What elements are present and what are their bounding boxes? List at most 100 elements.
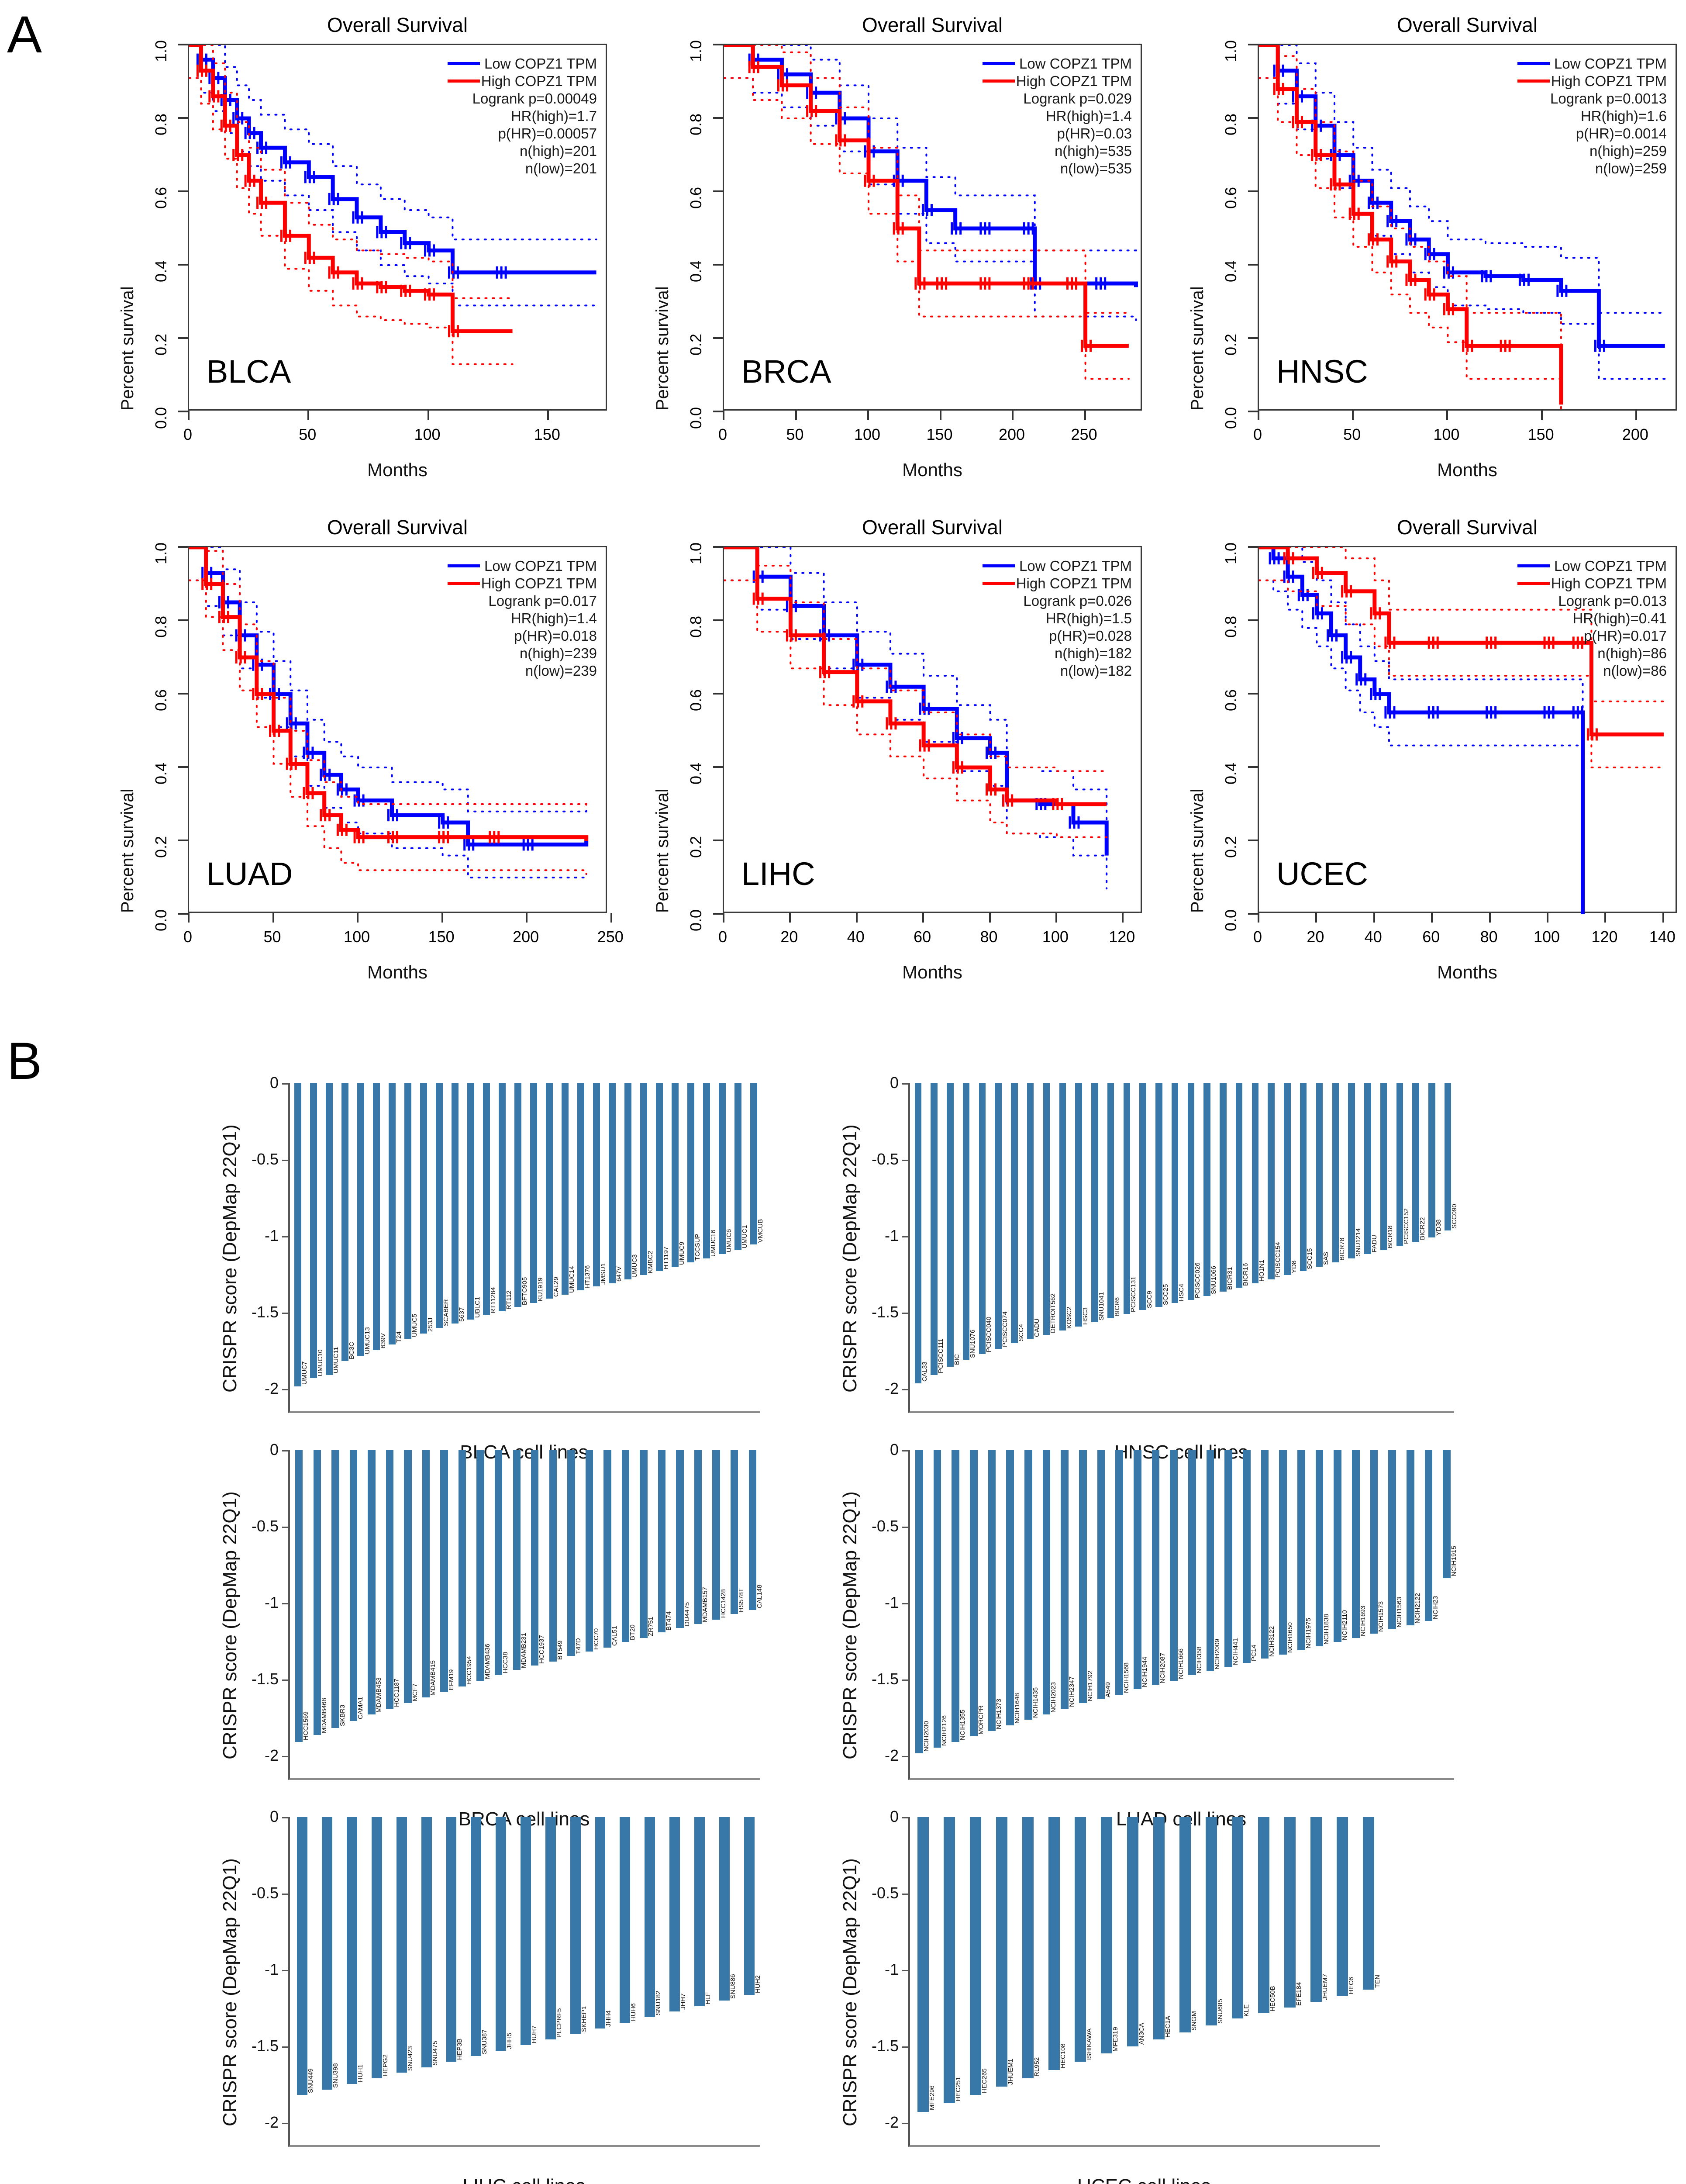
crispr-cell-line-label: SNU685	[1216, 1999, 1224, 2024]
crispr-bar	[331, 1450, 339, 1728]
crispr-bar	[1134, 1450, 1141, 1690]
crispr-cell-line-label: HEC251	[954, 2077, 962, 2102]
crispr-cell-line-label: HCC1954	[465, 1656, 473, 1685]
crispr-cell-line-label: SKBR3	[338, 1705, 346, 1727]
km-curve-high	[1259, 45, 1563, 405]
crispr-bar	[915, 1450, 923, 1753]
km-y-tick: 0.8	[687, 113, 705, 135]
crispr-bar	[514, 1083, 521, 1307]
crispr-bar	[1443, 1450, 1451, 1578]
crispr-cell-line-label: BT474	[665, 1611, 673, 1631]
km-x-tick-label: 80	[980, 928, 998, 946]
crispr-cell-line-label: HSC3	[1081, 1307, 1089, 1325]
km-confidence-band	[189, 45, 514, 299]
crispr-bar	[1363, 1817, 1374, 1990]
crispr-bar	[585, 1450, 593, 1652]
crispr-bar	[1024, 1450, 1032, 1720]
crispr-y-tick-label: 0	[269, 1441, 279, 1458]
crispr-bar	[1284, 1817, 1296, 2008]
crispr-bar	[609, 1083, 616, 1284]
crispr-cell-line-label: BFTC905	[521, 1277, 528, 1306]
crispr-cell-line-label: ISHIKAWA	[1085, 2028, 1093, 2060]
km-confidence-band	[724, 77, 1130, 380]
crispr-bar	[1407, 1450, 1414, 1625]
km-curves	[1259, 45, 1666, 412]
crispr-bar	[422, 1450, 430, 1698]
km-legend-row-low: Low COPZ1 TPM	[1462, 55, 1667, 72]
km-y-tick: 0.4	[152, 762, 170, 784]
km-legend-high-label: High COPZ1 TPM	[1551, 575, 1667, 591]
km-confidence-band	[724, 547, 1108, 772]
km-y-tick-mark	[178, 546, 188, 548]
crispr-cell-line-label: SNU449	[307, 2068, 315, 2094]
crispr-y-tick-label: -0.5	[251, 1517, 279, 1535]
km-y-axis-label: Percent survival	[118, 286, 137, 411]
crispr-bar	[694, 1450, 702, 1624]
crispr-bar	[621, 1450, 630, 1642]
km-y-tick-mark	[1248, 190, 1258, 192]
crispr-cell-line-label: SNU1076	[969, 1330, 977, 1358]
crispr-cell-line-label: NCIH2009	[1214, 1638, 1221, 1669]
km-y-tick-mark	[713, 264, 723, 266]
crispr-cell-line-label: NCIH2126	[941, 1715, 948, 1746]
crispr-cell-line-label: SKHEP1	[580, 2006, 588, 2032]
crispr-bar	[483, 1083, 490, 1316]
km-legend-row-high: High COPZ1 TPM	[392, 72, 597, 90]
km-x-tick-mark	[795, 411, 797, 420]
km-stat-logrank: Logrank p=0.00049	[472, 90, 597, 107]
crispr-cell-line-label: JHH4	[605, 2010, 613, 2027]
crispr-bar	[373, 1083, 380, 1350]
crispr-cell-line-label: PC14	[1250, 1645, 1258, 1661]
km-stat-phr: p(HR)=0.0014	[1576, 125, 1667, 142]
crispr-cell-line-label: HS578T	[738, 1588, 745, 1613]
crispr-bar	[1006, 1450, 1014, 1725]
crispr-y-tick-mark	[902, 1313, 908, 1314]
crispr-cell-line-label: NCIH1975	[1304, 1618, 1312, 1649]
km-legend-row-high: High COPZ1 TPM	[1462, 72, 1667, 90]
crispr-cell-line-label: PCISCC074	[1001, 1311, 1009, 1347]
km-y-tick-mark	[1248, 619, 1258, 621]
crispr-x-caption: UCEC cell lines	[908, 2175, 1380, 2184]
crispr-bar	[494, 1450, 503, 1676]
crispr-cell-line-label: NCIH1693	[1359, 1605, 1367, 1636]
crispr-y-tick-mark	[902, 2046, 908, 2048]
crispr-cell-line-label: SNU1214	[1354, 1228, 1362, 1257]
crispr-bar	[1075, 1817, 1086, 2062]
crispr-bar	[1061, 1450, 1069, 1709]
km-curve-high	[189, 547, 589, 841]
km-confidence-band	[189, 547, 587, 812]
crispr-cell-line-label: MDAMB436	[483, 1644, 491, 1679]
crispr-bar	[436, 1083, 443, 1328]
crispr-cell-line-label: KU1919	[536, 1277, 544, 1301]
crispr-y-tick-mark	[282, 1679, 288, 1681]
crispr-cell-line-label: BICR18	[1386, 1225, 1394, 1248]
km-stat-phr: p(HR)=0.028	[1049, 628, 1132, 644]
crispr-cell-line-label: UMUC11	[332, 1347, 340, 1374]
crispr-bar	[440, 1450, 448, 1692]
crispr-bar	[1364, 1083, 1371, 1254]
km-x-tick-label: 100	[1433, 425, 1460, 443]
km-stat-nlow: n(low)=182	[1060, 663, 1132, 679]
km-y-tick-mark	[713, 117, 723, 119]
km-stat-hr: HR(high)=1.7	[510, 108, 597, 124]
km-legend-row-low: Low COPZ1 TPM	[927, 55, 1132, 72]
km-curves	[189, 547, 589, 878]
km-x-tick-mark	[1373, 913, 1375, 923]
km-y-tick: 0.0	[152, 909, 170, 931]
km-y-tick-mark	[713, 190, 723, 192]
crispr-bar	[995, 1083, 1002, 1349]
km-x-tick-label: 20	[780, 928, 798, 946]
legend-swatch-low-icon	[448, 62, 480, 65]
km-x-tick-mark	[939, 411, 941, 420]
km-legend-high-label: High COPZ1 TPM	[1016, 73, 1132, 89]
km-x-tick-label: 120	[1591, 928, 1618, 946]
km-x-tick-mark	[1258, 913, 1259, 923]
crispr-bar	[521, 1817, 531, 2045]
km-cancer-type-label: LIHC	[741, 856, 815, 892]
km-x-tick-label: 50	[1343, 425, 1361, 443]
crispr-bar	[914, 1083, 922, 1384]
km-confidence-band	[1259, 547, 1665, 702]
crispr-bar	[294, 1083, 301, 1386]
km-curves	[189, 45, 597, 365]
crispr-bar	[1187, 1083, 1195, 1300]
